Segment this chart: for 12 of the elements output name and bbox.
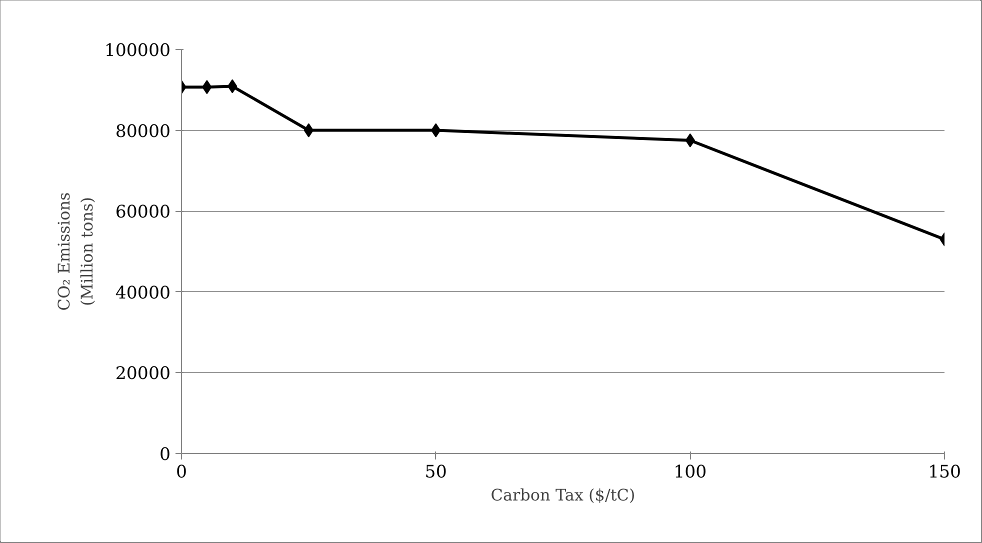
y-tick-label: 40000 [115,283,170,304]
y-tick-label: 20000 [115,364,170,384]
y-tick-label: 60000 [115,202,170,223]
y-axis-title: CO₂ Emissions (Million tons) [54,192,96,311]
y-tick-label: 100000 [104,41,171,61]
x-tick-label: 100 [674,462,707,482]
y-tick-label: 0 [159,445,171,465]
x-tick-label: 150 [928,462,962,482]
x-axis-title: Carbon Tax ($/tC) [490,486,636,504]
x-tick-label: 50 [424,462,447,482]
x-tick-label: 0 [176,462,188,482]
y-tick-label: 80000 [115,122,170,142]
